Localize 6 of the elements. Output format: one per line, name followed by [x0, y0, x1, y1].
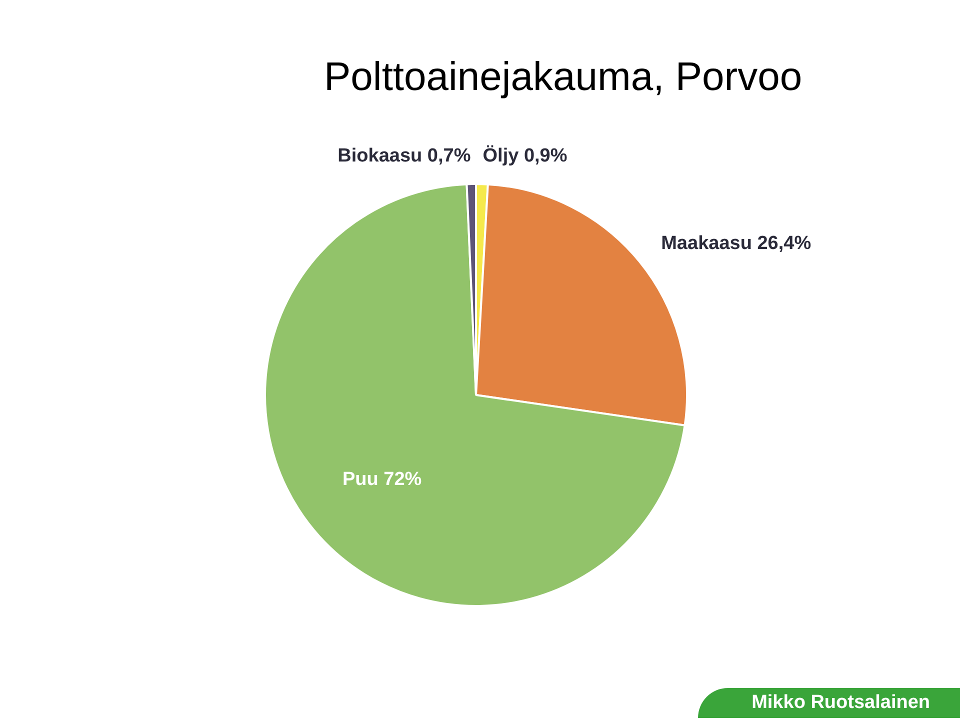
chart-title: Polttoainejakauma, Porvoo: [324, 55, 802, 100]
slice-label: Biokaasu 0,7%: [338, 145, 471, 166]
slice-label: Öljy 0,9%: [482, 144, 568, 166]
slice-label: Puu 72%: [342, 469, 422, 490]
text: Mikko Ruotsalainen: [698, 688, 960, 718]
slice-label: Maakaasu 26,4%: [661, 233, 812, 254]
